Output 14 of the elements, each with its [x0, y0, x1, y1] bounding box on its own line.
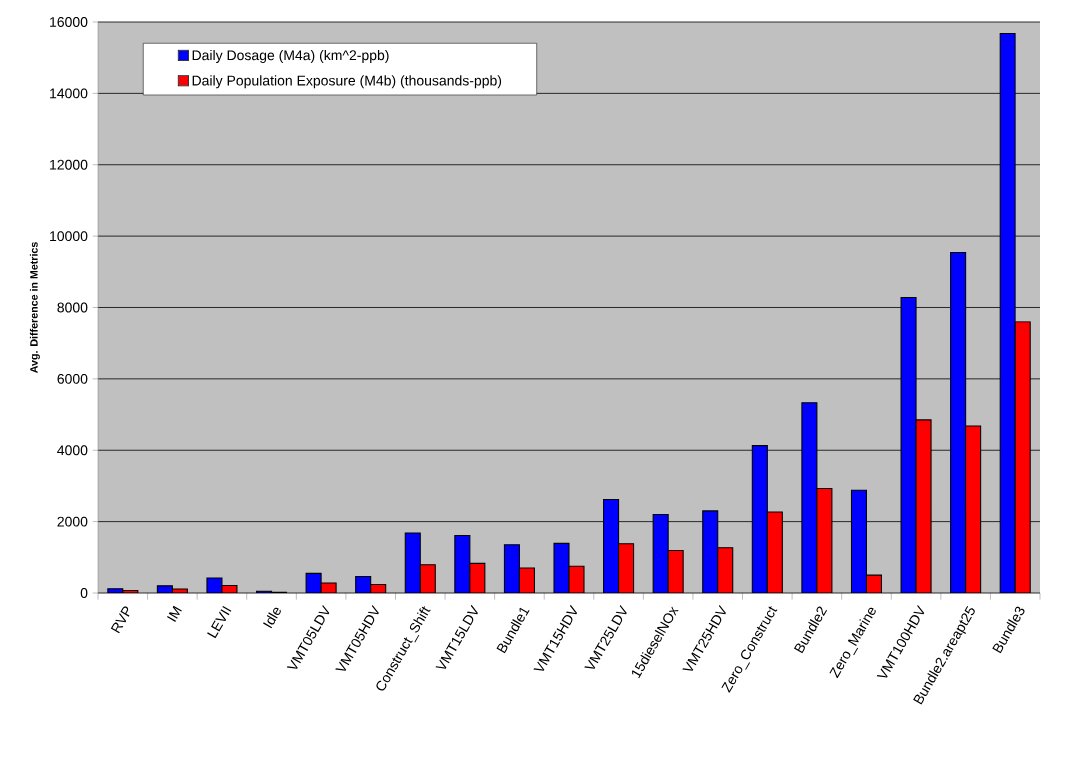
y-tick-label: 2000 — [57, 516, 88, 527]
x-tick-label: Idle — [263, 607, 281, 629]
x-tick-label: IM — [166, 605, 182, 622]
y-tick-label: 0 — [80, 588, 88, 598]
legend-label: Daily Population Exposure (M4b) (thousands-ppb) — [192, 75, 502, 89]
y-tick-label: 16000 — [50, 17, 88, 27]
y-tick-label: 12000 — [50, 159, 88, 170]
y-tick-label: 10000 — [50, 231, 88, 242]
y-tick-label: 6000 — [57, 373, 88, 384]
y-axis-title: Avg. Difference in Metrics — [29, 242, 40, 374]
legend-label: Daily Dosage (M4a) (km^2-ppb) — [192, 49, 389, 63]
y-tick-label: 14000 — [50, 88, 88, 99]
y-tick-label: 8000 — [57, 302, 88, 313]
y-tick-label: 4000 — [57, 445, 88, 456]
